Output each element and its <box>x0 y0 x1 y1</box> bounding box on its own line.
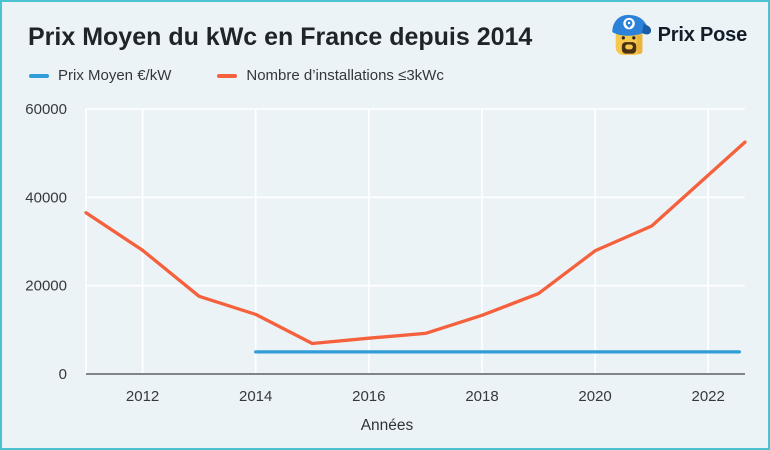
svg-text:2018: 2018 <box>465 388 498 405</box>
gridlines <box>85 108 745 374</box>
svg-text:2020: 2020 <box>578 388 611 405</box>
legend-marker-orange <box>217 73 238 78</box>
svg-text:40000: 40000 <box>25 189 67 206</box>
legend-label-installations: Nombre d’installations ≤3kWc <box>246 67 444 84</box>
legend-marker-blue <box>29 73 49 78</box>
series-line-installations <box>84 140 747 346</box>
brand-name: Prix Pose <box>657 23 748 46</box>
svg-text:2012: 2012 <box>126 388 159 405</box>
y-axis-tick-labels: 0 20000 40000 60000 <box>25 101 67 383</box>
prixpose-mascot-icon <box>611 14 651 56</box>
page-title: Prix Moyen du kWc en France depuis 2014 <box>28 23 533 51</box>
svg-text:2014: 2014 <box>239 388 272 405</box>
svg-text:2016: 2016 <box>352 388 385 405</box>
chart-legend: Prix Moyen €/kW Nombre d’installations ≤… <box>29 67 444 84</box>
x-axis-title: Années <box>361 417 414 434</box>
svg-text:0: 0 <box>59 366 67 383</box>
legend-label-prix-moyen: Prix Moyen €/kW <box>58 67 172 84</box>
legend-item-prix-moyen[interactable]: Prix Moyen €/kW <box>29 67 171 84</box>
legend-item-installations[interactable]: Nombre d’installations ≤3kWc <box>217 67 444 84</box>
svg-text:60000: 60000 <box>25 101 67 118</box>
svg-text:20000: 20000 <box>25 278 67 295</box>
x-axis-tick-labels: 2012 2014 2016 2018 2020 2022 <box>126 388 725 405</box>
brand-logo[interactable]: Prix Pose <box>609 12 747 58</box>
svg-text:2022: 2022 <box>692 388 725 405</box>
